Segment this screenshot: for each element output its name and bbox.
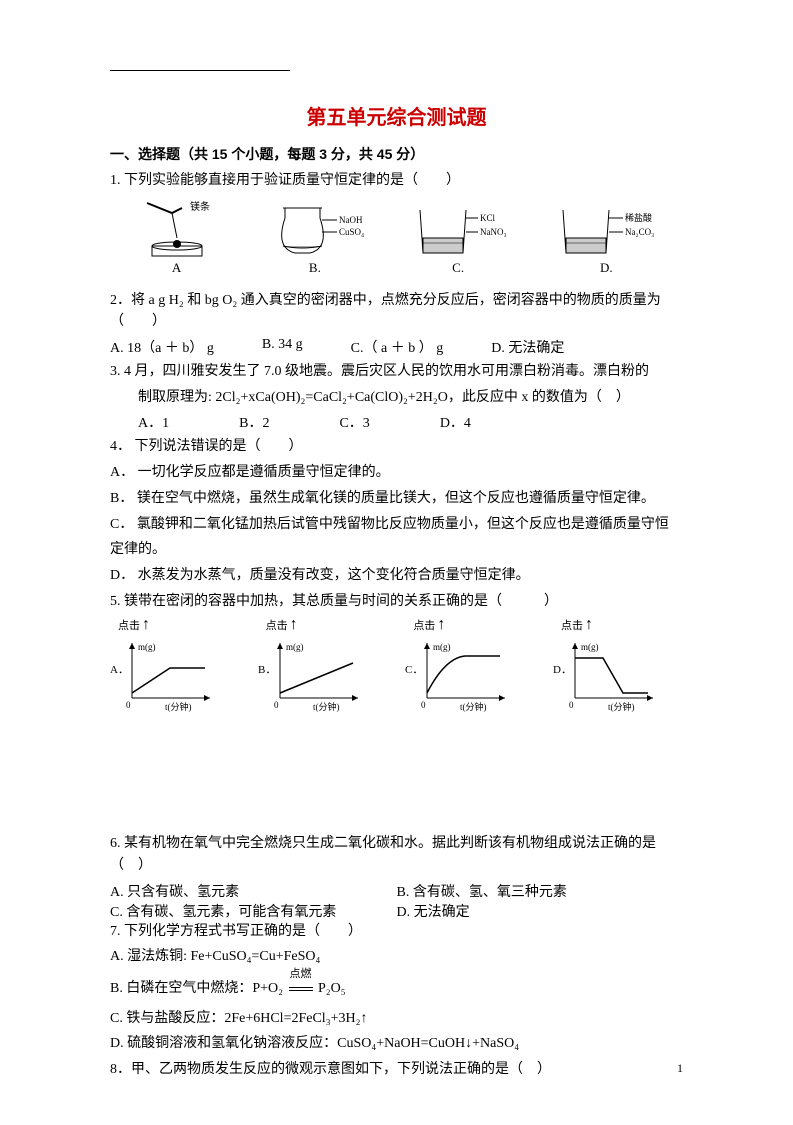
q3-c: C．3 xyxy=(339,412,369,432)
q7-stem: 7. 下列化学方程式书写正确的是（ ） xyxy=(110,921,683,943)
svg-text:m(g): m(g) xyxy=(138,642,156,652)
q1a-label: A xyxy=(172,260,181,276)
q4-a: A． 一切化学反应都是遵循质量守恒定律的。 xyxy=(110,462,683,484)
svg-text:0: 0 xyxy=(421,700,426,710)
q5-graph-a: 点击↑ m(g) A． 0 t(分钟) xyxy=(110,616,240,713)
q8-stem: 8．甲、乙两物质发生反应的微观示意图如下，下列说法正确的是（ ） xyxy=(110,1059,683,1081)
q3-a: A．1 xyxy=(138,412,169,432)
q1a-annot: 镁条 xyxy=(190,200,210,213)
q7-b: B. 白磷在空气中燃烧：P+O₂ 点燃 P₂O₅ xyxy=(110,978,683,1000)
svg-text:t(分钟): t(分钟) xyxy=(165,701,192,712)
q3-opts: A．1 B．2 C．3 D．4 xyxy=(110,412,683,432)
q6-d: D. 无法确定 xyxy=(397,901,684,921)
svg-text:Na₂CO₃: Na₂CO₃ xyxy=(625,227,654,237)
click-icon: 点击↑ xyxy=(561,616,593,634)
page-title: 第五单元综合测试题 xyxy=(110,101,683,130)
q2-d: D. 无法确定 xyxy=(491,337,564,357)
svg-text:CuSO₄: CuSO₄ xyxy=(339,227,364,237)
graph-c-svg: m(g) C． 0 t(分钟) xyxy=(405,638,515,713)
svg-text:m(g): m(g) xyxy=(286,642,304,652)
svg-text:D．: D． xyxy=(553,664,572,676)
q6-c: C. 含有碳、氢元素，可能含有氧元素 xyxy=(110,901,397,921)
q6-row2: C. 含有碳、氢元素，可能含有氧元素 D. 无法确定 xyxy=(110,901,683,921)
q6-a: A. 只含有碳、氢元素 xyxy=(110,881,397,901)
svg-text:稀盐酸: 稀盐酸 xyxy=(625,212,652,223)
svg-text:t(分钟): t(分钟) xyxy=(608,701,635,712)
q5-stem: 5. 镁带在密闭的容器中加热，其总质量与时间的关系正确的是（ ） xyxy=(110,591,683,613)
svg-text:m(g): m(g) xyxy=(581,642,599,652)
q1-stem: 1. 下列实验能够直接用于验证质量守恒定律的是（ ） xyxy=(110,170,683,192)
svg-text:NaNO₃: NaNO₃ xyxy=(480,227,507,237)
svg-text:m(g): m(g) xyxy=(433,642,451,652)
q4-stem: 4． 下列说法错误的是（ ） xyxy=(110,436,683,458)
click-icon: 点击↑ xyxy=(118,616,150,634)
q4-c1: C． 氯酸钾和二氧化锰加热后试管中残留物比反应物质量小，但这个反应也是遵循质量守… xyxy=(110,514,683,536)
svg-text:0: 0 xyxy=(126,700,131,710)
q1-exp-b: NaOH CuSO₄ B. xyxy=(265,198,365,276)
q4-d: D． 水蒸发为水蒸气，质量没有改变，这个变化符合质量守恒定律。 xyxy=(110,565,683,587)
graph-b-svg: m(g) B． 0 t(分钟) xyxy=(258,638,368,713)
svg-text:0: 0 xyxy=(569,700,574,710)
q3-b: B．2 xyxy=(239,412,269,432)
q2-a: A. 18（a ＋ b） g xyxy=(110,337,214,357)
svg-text:t(分钟): t(分钟) xyxy=(460,701,487,712)
svg-text:NaOH: NaOH xyxy=(339,215,363,225)
q5-graph-d: 点击↑ m(g) D． 0 t(分钟) xyxy=(553,616,683,713)
q2-b: B. 34 g xyxy=(262,337,303,357)
q7-b-post: P₂O₅ xyxy=(318,981,346,996)
q4-c2: 定律的。 xyxy=(110,539,683,561)
q6-row1: A. 只含有碳、氢元素 B. 含有碳、氢、氧三种元素 xyxy=(110,881,683,901)
reaction-arrow-icon: 点燃 xyxy=(287,978,315,1000)
q1d-label: D. xyxy=(600,260,613,276)
q2-stem: 2．将 a g H₂ 和 bg O₂ 通入真空的密闭器中，点燃充分反应后，密闭容… xyxy=(110,290,683,333)
beaker-d-icon: 稀盐酸 Na₂CO₃ xyxy=(551,198,661,258)
q7-d: D. 硫酸铜溶液和氢氧化钠溶液反应：CuSO₄+NaOH=CuOH↓+NaSO₄ xyxy=(110,1033,683,1055)
q1-exp-c: KCl NaNO₃ C. xyxy=(408,198,508,276)
svg-text:t(分钟): t(分钟) xyxy=(313,701,340,712)
q1-exp-a: 镁条 A xyxy=(132,198,222,276)
q1c-label: C. xyxy=(452,260,464,276)
section-1-head: 一、选择题（共 15 个小题，每题 3 分，共 45 分） xyxy=(110,144,683,164)
q6-b: B. 含有碳、氢、氧三种元素 xyxy=(397,881,684,901)
q2-opts: A. 18（a ＋ b） g B. 34 g C.（ a ＋ b ） g D. … xyxy=(110,337,683,357)
svg-text:B．: B． xyxy=(258,664,276,676)
q5-graph-b: 点击↑ m(g) B． 0 t(分钟) xyxy=(258,616,388,713)
svg-text:0: 0 xyxy=(274,700,279,710)
q7-a: A. 湿法炼铜: Fe+CuSO₄=Cu+FeSO₄ xyxy=(110,946,683,968)
q2-c: C.（ a ＋ b ） g xyxy=(351,337,444,357)
q1-exp-d: 稀盐酸 Na₂CO₃ D. xyxy=(551,198,661,276)
svg-text:KCl: KCl xyxy=(480,213,496,223)
svg-text:C．: C． xyxy=(405,664,423,676)
graph-a-svg: m(g) A． 0 t(分钟) xyxy=(110,638,220,713)
q5-graphs: 点击↑ m(g) A． 0 t(分钟) 点击↑ m(g) xyxy=(110,616,683,713)
exam-page: 第五单元综合测试题 一、选择题（共 15 个小题，每题 3 分，共 45 分） … xyxy=(0,0,793,1125)
q3-stem2: 制取原理为: 2Cl₂+xCa(OH)₂=CaCl₂+Ca(ClO)₂+2H₂O… xyxy=(110,387,683,409)
q3-d: D．4 xyxy=(440,412,471,432)
svg-text:A．: A． xyxy=(110,664,129,676)
click-icon: 点击↑ xyxy=(266,616,298,634)
q1b-label: B. xyxy=(309,260,321,276)
flask-b-icon: NaOH CuSO₄ xyxy=(265,198,365,258)
q7-c: C. 铁与盐酸反应：2Fe+6HCl=2FeCl₃+3H₂↑ xyxy=(110,1008,683,1030)
q3-stem1: 3. 4 月，四川雅安发生了 7.0 级地震。震后灾区人民的饮用水可用漂白粉消毒… xyxy=(110,361,683,383)
flask-a-icon: 镁条 xyxy=(132,198,222,258)
q6-stem: 6. 某有机物在氧气中完全燃烧只生成二氧化碳和水。据此判断该有机物组成说法正确的… xyxy=(110,833,683,876)
q5-graph-c: 点击↑ m(g) C． 0 t(分钟) xyxy=(405,616,535,713)
graph-d-svg: m(g) D． 0 t(分钟) xyxy=(553,638,663,713)
q1-experiments: 镁条 A NaOH CuSO₄ B. xyxy=(110,198,683,276)
beaker-c-icon: KCl NaNO₃ xyxy=(408,198,508,258)
top-rule xyxy=(110,70,290,71)
click-icon: 点击↑ xyxy=(413,616,445,634)
page-number: 1 xyxy=(677,1061,683,1076)
q4-b: B． 镁在空气中燃烧，虽然生成氧化镁的质量比镁大，但这个反应也遵循质量守恒定律。 xyxy=(110,488,683,510)
q7-b-pre: B. 白磷在空气中燃烧：P+O₂ xyxy=(110,981,283,996)
